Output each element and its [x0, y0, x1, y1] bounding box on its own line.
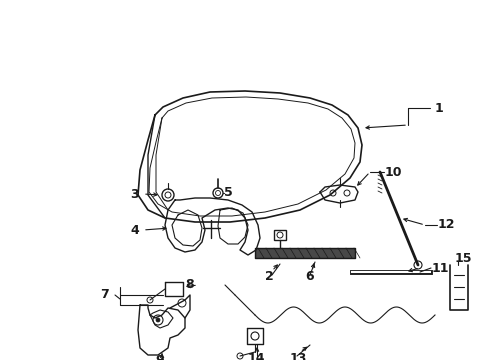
Text: 7: 7: [100, 288, 108, 302]
Text: 6: 6: [305, 270, 313, 284]
Text: 1: 1: [434, 102, 443, 114]
Text: 8: 8: [184, 279, 193, 292]
Text: 12: 12: [437, 219, 454, 231]
Text: 15: 15: [454, 252, 471, 265]
Text: 13: 13: [289, 351, 307, 360]
Text: 14: 14: [247, 351, 265, 360]
Text: 10: 10: [384, 166, 402, 179]
Text: 5: 5: [224, 185, 232, 198]
Text: 9: 9: [155, 354, 163, 360]
Text: 4: 4: [130, 224, 139, 237]
Text: 3: 3: [130, 188, 138, 201]
Text: 2: 2: [264, 270, 273, 284]
Text: 11: 11: [431, 261, 448, 274]
Circle shape: [156, 318, 160, 322]
